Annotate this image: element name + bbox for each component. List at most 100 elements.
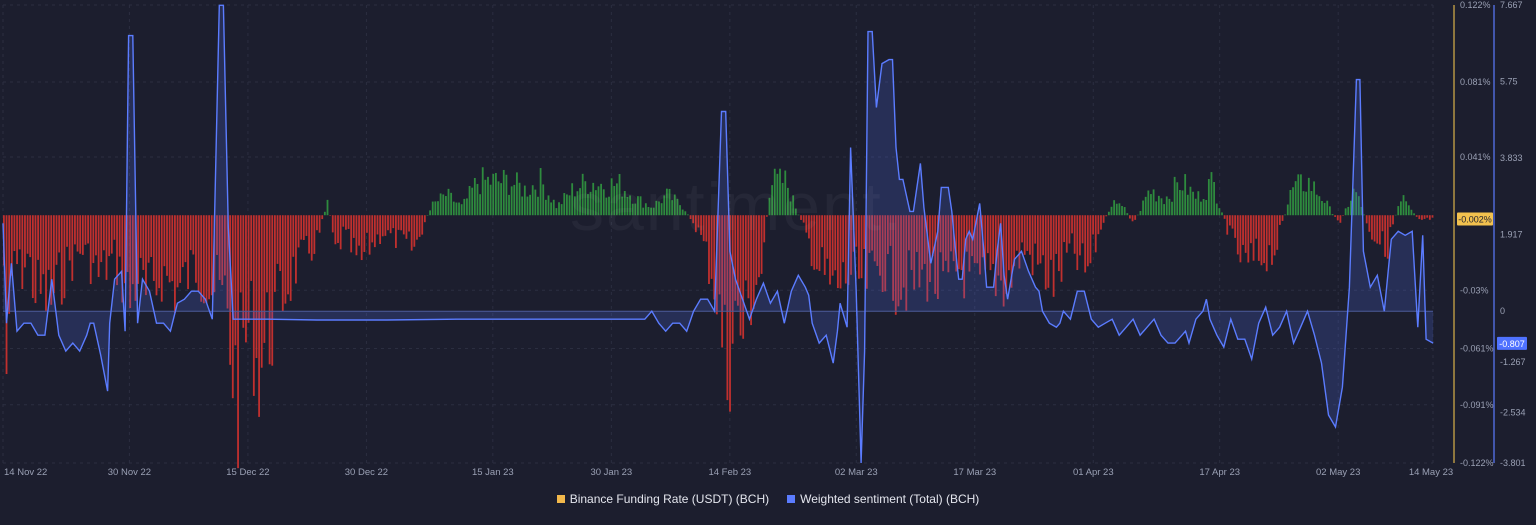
funding-bar xyxy=(1015,215,1018,251)
funding-bar xyxy=(455,202,458,216)
funding-bar xyxy=(808,215,810,239)
funding-bar xyxy=(668,188,671,216)
funding-bar xyxy=(844,215,847,284)
funding-bar xyxy=(476,183,479,216)
funding-bar xyxy=(1005,215,1008,294)
funding-bar xyxy=(1084,215,1087,273)
funding-bar xyxy=(934,215,937,294)
funding-bar xyxy=(681,209,684,216)
funding-bar xyxy=(610,178,613,216)
funding-bar xyxy=(879,215,881,276)
funding-bar xyxy=(1292,187,1294,216)
funding-bar xyxy=(263,215,266,343)
funding-bar xyxy=(765,215,768,217)
funding-bar xyxy=(1252,215,1255,261)
funding-bar xyxy=(105,215,108,280)
funding-bar xyxy=(108,215,111,257)
funding-bar xyxy=(1210,172,1213,216)
funding-bar xyxy=(605,197,608,216)
funding-bar xyxy=(1263,215,1265,264)
funding-bar xyxy=(1378,215,1381,245)
legend-item-sentiment[interactable]: Weighted sentiment (Total) (BCH) xyxy=(787,492,979,506)
x-tick-label: 14 Nov 22 xyxy=(4,467,47,478)
funding-bar xyxy=(1168,198,1171,216)
funding-bar xyxy=(1294,181,1297,216)
funding-bar xyxy=(160,215,163,302)
funding-bar xyxy=(1318,196,1321,216)
funding-bar xyxy=(1226,215,1229,235)
funding-bar xyxy=(1044,215,1047,290)
funding-bar xyxy=(1407,205,1410,216)
funding-bar xyxy=(687,214,689,216)
funding-bar xyxy=(1102,215,1105,223)
funding-bar xyxy=(900,215,902,300)
funding-bar xyxy=(505,174,508,216)
funding-bar xyxy=(697,215,700,228)
funding-bar xyxy=(629,195,631,216)
funding-bar xyxy=(197,215,200,292)
funding-bar xyxy=(1010,215,1013,288)
x-tick-label: 15 Dec 22 xyxy=(226,467,269,478)
funding-bar xyxy=(602,189,605,216)
funding-bar xyxy=(1218,208,1221,216)
funding-bar xyxy=(1129,215,1131,219)
funding-bar xyxy=(1073,215,1076,254)
funding-bar xyxy=(1013,215,1016,267)
legend-item-funding[interactable]: Binance Funding Rate (USDT) (BCH) xyxy=(556,492,769,506)
funding-bar xyxy=(929,215,931,283)
funding-bar xyxy=(989,215,992,271)
funding-bar xyxy=(266,215,268,293)
funding-bar xyxy=(931,215,934,257)
funding-bar xyxy=(1234,215,1237,238)
funding-bar xyxy=(300,215,303,240)
funding-bar xyxy=(1428,215,1431,220)
funding-bar xyxy=(305,215,308,236)
funding-bar xyxy=(986,215,989,254)
y-right-tick-label: 3.833 xyxy=(1500,153,1523,163)
funding-bar xyxy=(313,215,316,254)
funding-bar xyxy=(245,215,247,343)
funding-bar xyxy=(1342,215,1344,216)
funding-bar xyxy=(644,203,647,216)
funding-bar xyxy=(621,196,624,216)
funding-bar xyxy=(21,215,24,290)
funding-bar xyxy=(792,195,795,216)
funding-bar xyxy=(1052,215,1055,297)
funding-bar xyxy=(1065,215,1068,253)
funding-bar xyxy=(171,215,174,282)
funding-bar xyxy=(216,215,218,255)
x-tick-label: 17 Mar 23 xyxy=(953,467,996,478)
funding-bar xyxy=(100,215,103,263)
funding-bar xyxy=(642,207,645,216)
funding-bar xyxy=(571,183,574,216)
funding-bar xyxy=(508,194,510,216)
funding-bar xyxy=(1155,201,1158,216)
funding-bar xyxy=(797,214,800,216)
funding-bar xyxy=(613,186,616,216)
funding-bar xyxy=(734,215,737,301)
funding-bar xyxy=(242,215,245,328)
funding-bar xyxy=(358,215,360,246)
funding-bar xyxy=(137,215,139,284)
y-right-tick-label: 1.917 xyxy=(1500,230,1523,240)
x-tick-label: 30 Nov 22 xyxy=(108,467,151,478)
funding-bar xyxy=(1115,203,1118,216)
funding-bar xyxy=(1347,206,1350,216)
funding-bar xyxy=(426,214,429,216)
funding-bar xyxy=(1336,215,1339,221)
funding-bar xyxy=(542,184,545,216)
funding-bar xyxy=(97,215,100,277)
funding-bar xyxy=(481,167,484,216)
funding-bar xyxy=(229,215,232,365)
funding-bar xyxy=(926,215,929,302)
funding-bar xyxy=(868,215,871,253)
funding-bar xyxy=(942,215,945,272)
funding-bar xyxy=(1031,215,1034,276)
funding-bar xyxy=(1397,206,1400,216)
funding-bar xyxy=(1384,215,1387,257)
funding-bar xyxy=(652,207,655,216)
funding-bar xyxy=(402,215,405,235)
funding-bar xyxy=(352,215,355,238)
x-tick-label: 17 Apr 23 xyxy=(1199,467,1240,478)
funding-bar xyxy=(1152,189,1155,216)
